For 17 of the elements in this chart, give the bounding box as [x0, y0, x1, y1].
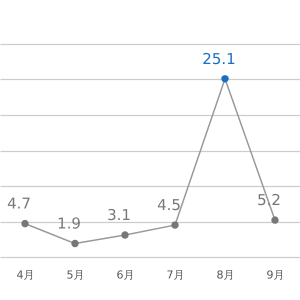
x-tick-label: 8月 — [216, 268, 234, 282]
point — [221, 75, 229, 82]
data-label: 1.9 — [57, 214, 81, 233]
point — [71, 240, 79, 248]
data-label: 4.7 — [7, 194, 31, 213]
point — [171, 221, 179, 229]
x-tick-label: 6月 — [116, 268, 134, 282]
data-label: 4.5 — [157, 196, 181, 214]
point — [271, 216, 279, 224]
x-tick-label: 4月 — [16, 268, 34, 282]
x-tick-label: 5月 — [66, 268, 84, 282]
x-tick-label: 9月 — [266, 268, 284, 282]
data-label: 3.1 — [107, 206, 131, 224]
point — [121, 231, 129, 239]
x-tick-label: 7月 — [166, 268, 184, 282]
data-label: 25.1 — [202, 50, 236, 68]
point — [21, 220, 29, 228]
